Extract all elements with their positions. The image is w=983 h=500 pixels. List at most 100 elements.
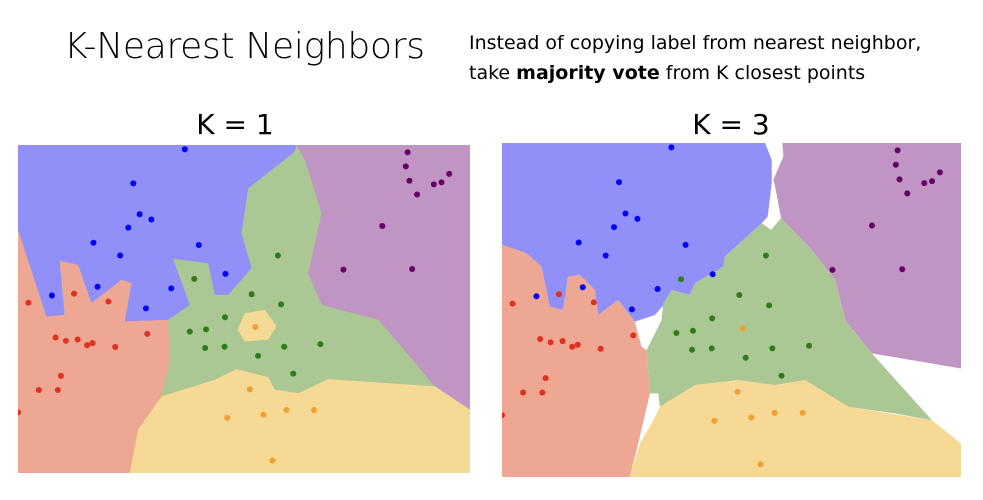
region-purple <box>773 143 961 369</box>
data-point-purple <box>892 161 899 168</box>
knn-plot-k1 <box>18 145 470 473</box>
data-point-purple <box>921 180 928 187</box>
data-point-red <box>18 409 22 416</box>
data-point-green <box>806 342 813 349</box>
data-point-blue <box>90 239 97 246</box>
data-point-yellow <box>799 409 806 416</box>
data-point-yellow <box>246 386 253 393</box>
data-point-green <box>203 326 210 333</box>
data-point-blue <box>628 306 635 313</box>
data-point-purple <box>936 169 943 176</box>
data-point-red <box>547 339 554 346</box>
data-point-purple <box>446 170 453 177</box>
data-point-blue <box>602 252 609 259</box>
data-point-blue <box>654 285 661 292</box>
data-point-yellow <box>269 457 276 464</box>
data-point-blue <box>634 215 641 222</box>
data-point-purple <box>409 265 416 272</box>
region-red <box>18 229 170 473</box>
data-point-green <box>778 372 785 379</box>
subtitle-emphasis: majority vote <box>516 62 660 84</box>
data-point-green <box>255 352 262 359</box>
data-point-blue <box>168 285 175 292</box>
data-point-purple <box>438 179 445 186</box>
data-point-blue <box>117 252 124 259</box>
data-point-red <box>537 336 544 343</box>
data-point-blue <box>130 180 137 187</box>
data-point-green <box>186 328 193 335</box>
data-point-blue <box>668 144 675 151</box>
points-layer <box>502 144 943 468</box>
panel-title-k1: K = 1 <box>196 108 274 141</box>
data-point-green <box>678 276 685 283</box>
data-point-purple <box>894 147 901 154</box>
data-point-blue <box>610 224 618 231</box>
data-point-yellow <box>771 409 778 416</box>
data-point-purple <box>904 190 911 197</box>
data-point-blue <box>709 271 716 278</box>
data-point-red <box>597 345 604 352</box>
data-point-red <box>84 342 91 349</box>
data-point-red <box>144 330 151 337</box>
data-point-red <box>590 299 597 306</box>
region-blue <box>502 143 772 322</box>
data-point-blue <box>575 239 582 246</box>
data-point-green <box>762 252 769 259</box>
region-yellow <box>629 380 961 477</box>
data-point-yellow <box>311 407 318 414</box>
data-point-red <box>25 299 32 306</box>
data-point-green <box>689 346 696 353</box>
data-point-green <box>689 327 696 334</box>
data-point-red <box>71 290 78 297</box>
data-point-green <box>317 341 324 348</box>
data-point-purple <box>829 266 836 273</box>
data-point-blue <box>48 292 55 299</box>
data-point-purple <box>899 266 906 273</box>
data-point-green <box>290 370 297 377</box>
data-point-green <box>202 345 209 352</box>
subtitle-line-2: take majority vote from K closest points <box>469 58 921 88</box>
data-point-red <box>62 337 69 344</box>
data-point-yellow <box>224 414 231 421</box>
subtitle-line-1: Instead of copying label from nearest ne… <box>469 32 922 54</box>
data-point-purple <box>379 223 386 230</box>
data-point-yellow <box>739 325 746 332</box>
data-point-red <box>74 336 81 343</box>
data-point-red <box>555 291 562 298</box>
region-blue <box>18 145 297 322</box>
data-point-blue <box>579 284 586 291</box>
data-point-yellow <box>711 417 718 424</box>
data-point-yellow <box>252 324 259 331</box>
data-point-green <box>248 291 255 298</box>
data-point-purple <box>414 191 421 198</box>
data-point-blue <box>136 211 143 218</box>
data-point-green <box>766 302 773 309</box>
data-point-blue <box>94 283 101 290</box>
data-point-green <box>221 343 228 350</box>
knn-plot-k3 <box>502 143 961 477</box>
data-point-blue <box>222 270 229 277</box>
data-point-blue <box>682 241 689 248</box>
region-yellow <box>129 369 470 473</box>
data-point-red <box>54 387 61 394</box>
data-point-red <box>502 412 506 419</box>
data-point-blue <box>125 224 132 231</box>
data-point-red <box>569 343 576 350</box>
panel-title-k3: K = 3 <box>692 108 770 141</box>
data-point-green <box>742 354 749 361</box>
data-point-blue <box>142 305 149 312</box>
data-point-red <box>35 387 42 394</box>
data-point-red <box>89 340 96 347</box>
subtitle-text: take <box>469 62 517 84</box>
data-point-purple <box>340 266 347 273</box>
data-point-red <box>57 372 64 379</box>
slide-subtitle: Instead of copying label from nearest ne… <box>469 28 921 88</box>
data-point-green <box>736 291 743 298</box>
data-point-green <box>222 314 229 321</box>
data-point-green <box>769 345 776 352</box>
points-layer <box>18 146 453 464</box>
data-point-green <box>274 252 281 259</box>
data-point-purple <box>406 177 413 184</box>
data-point-yellow <box>757 461 764 468</box>
data-point-yellow <box>260 411 267 418</box>
